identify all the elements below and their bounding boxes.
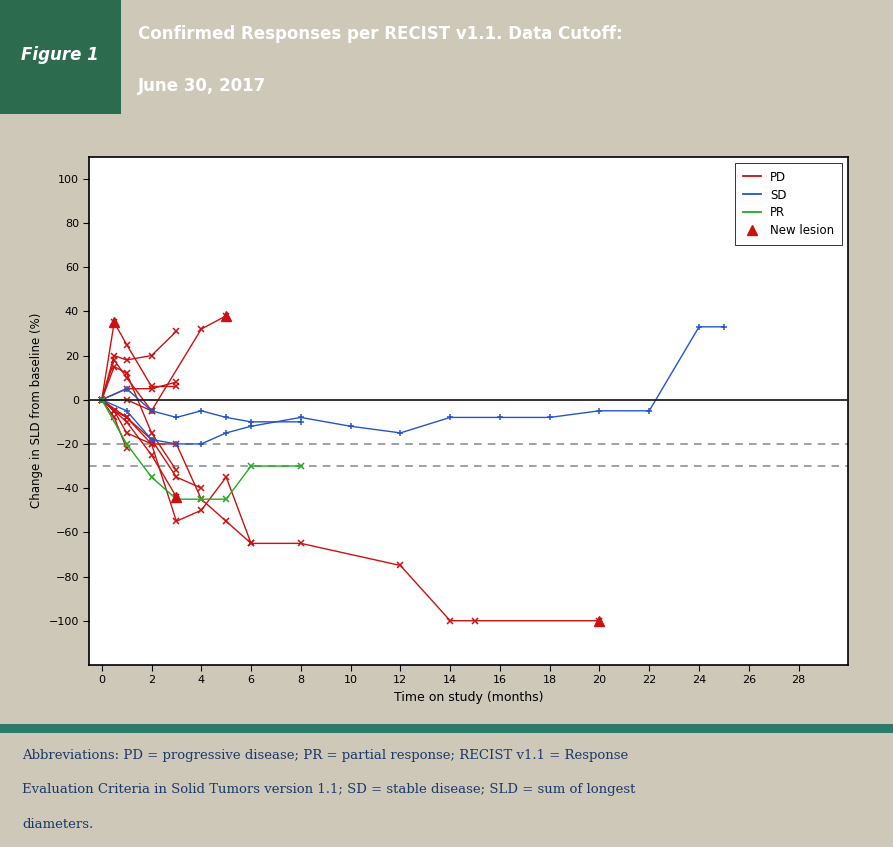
X-axis label: Time on study (months): Time on study (months) <box>394 691 544 704</box>
Text: diameters.: diameters. <box>22 817 94 831</box>
Y-axis label: Change in SLD from baseline (%): Change in SLD from baseline (%) <box>30 313 43 508</box>
Bar <box>0 724 893 733</box>
Text: June 30, 2017: June 30, 2017 <box>138 77 267 95</box>
Text: Evaluation Criteria in Solid Tumors version 1.1; SD = stable disease; SLD = sum : Evaluation Criteria in Solid Tumors vers… <box>22 783 636 796</box>
Bar <box>0 0 121 114</box>
Legend: PD, SD, PR, New lesion: PD, SD, PR, New lesion <box>735 163 842 246</box>
Text: Confirmed Responses per RECIST v1.1. Data Cutoff:: Confirmed Responses per RECIST v1.1. Dat… <box>138 25 623 43</box>
Text: Abbreviations: PD = progressive disease; PR = partial response; RECIST v1.1 = Re: Abbreviations: PD = progressive disease;… <box>22 749 629 761</box>
Text: Figure 1: Figure 1 <box>21 46 99 64</box>
